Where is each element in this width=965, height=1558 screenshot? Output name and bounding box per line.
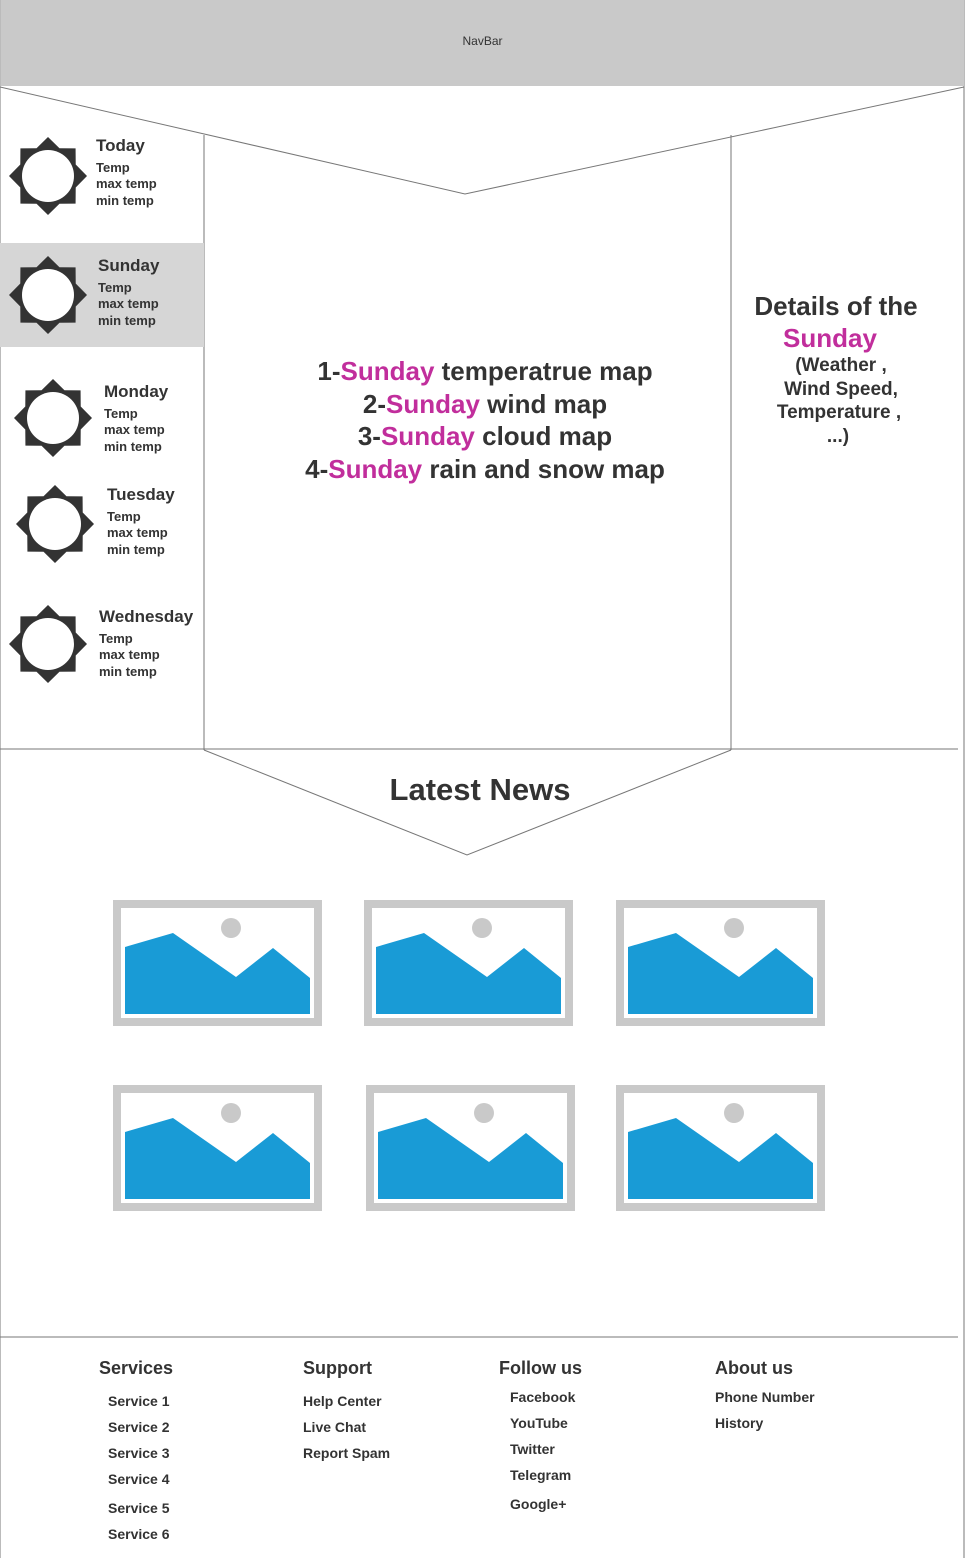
day-item-today[interactable]: Today Temp max temp min temp [0,124,204,228]
sun-icon [9,137,87,215]
news-thumbnail[interactable] [113,900,322,1026]
map-number: 3- [357,421,381,451]
image-placeholder-icon [372,908,565,1018]
footer-link[interactable]: Telegram [510,1467,572,1483]
day-min-temp: min temp [107,542,165,557]
footer-link[interactable]: Service 2 [108,1419,170,1435]
day-min-temp: min temp [96,193,154,208]
map-day: Sunday [386,388,480,419]
image-placeholder-icon [624,1093,817,1203]
footer-link[interactable]: YouTube [510,1415,568,1431]
day-max-temp: max temp [107,525,168,540]
day-name: Tuesday [107,485,175,504]
map-number: 2- [362,388,387,419]
map-label: cloud map [474,421,613,451]
details-line: ...) [826,425,850,447]
day-name: Wednesday [99,607,194,626]
footer-link[interactable]: Phone Number [715,1389,815,1405]
day-temp: Temp [104,406,138,421]
footer-link[interactable]: Service 5 [108,1500,170,1516]
day-min-temp: min temp [99,664,157,679]
sun-icon [9,256,87,334]
footer-heading: Support [303,1358,372,1378]
map-link-cloud[interactable]: 3-Sunday cloud map [240,420,730,453]
news-thumbnail[interactable] [366,1085,575,1211]
news-title: Latest News [389,772,571,807]
map-link-rain-snow[interactable]: 4-Sunday rain and snow map [240,453,730,486]
news-thumbnail[interactable] [113,1085,322,1211]
navbar-label: NavBar [462,34,503,48]
footer-link[interactable]: Google+ [510,1496,567,1512]
day-item-sunday[interactable]: Sunday Temp max temp min temp [0,243,204,347]
details-line: (Weather , [795,355,887,376]
news-thumbnail[interactable] [616,1085,825,1211]
footer-link[interactable]: Service 3 [108,1445,170,1461]
day-name: Today [96,136,145,155]
news-thumbnail[interactable] [364,900,573,1026]
sun-icon [16,485,94,563]
sun-icon [14,379,92,457]
map-day: Sunday [328,453,423,484]
footer-link[interactable]: Service 4 [108,1471,170,1487]
details-day: Sunday [783,323,877,353]
footer-link[interactable]: Facebook [510,1389,576,1405]
footer-link[interactable]: Report Spam [303,1445,391,1461]
footer-heading: About us [715,1358,793,1378]
day-name: Monday [104,382,169,401]
map-label: temperatrue map [434,356,653,386]
map-link-temperature[interactable]: 1-Sunday temperatrue map [240,355,730,388]
footer-link[interactable]: History [715,1415,764,1431]
image-placeholder-icon [374,1093,567,1203]
day-temp: Temp [98,280,132,295]
map-day: Sunday [380,421,475,451]
image-placeholder-icon [624,908,817,1018]
day-item-monday[interactable]: Monday Temp max temp min temp [0,366,204,470]
day-temp: Temp [99,631,133,646]
map-number: 4- [305,453,329,484]
details-line: Wind Speed, [784,378,898,400]
day-max-temp: max temp [99,647,160,662]
day-item-tuesday[interactable]: Tuesday Temp max temp min temp [0,472,204,576]
day-min-temp: min temp [98,313,156,328]
day-temp: Temp [96,160,130,175]
day-max-temp: max temp [96,176,157,191]
day-name: Sunday [98,256,160,275]
details-panel: Details of the Sunday (Weather , Wind Sp… [736,290,936,448]
map-label: wind map [479,388,608,419]
map-day: Sunday [340,356,435,386]
footer-heading: Follow us [499,1358,582,1378]
map-number: 1- [317,356,341,386]
day-min-temp: min temp [104,439,162,454]
sun-icon [9,605,87,683]
day-max-temp: max temp [98,296,159,311]
day-item-wednesday[interactable]: Wednesday Temp max temp min temp [0,593,204,697]
footer-link[interactable]: Twitter [510,1441,555,1457]
maps-list: 1-Sunday temperatrue map 2-Sunday wind m… [240,355,730,485]
details-title: Details of the [754,291,918,321]
details-line: Temperature , [776,402,902,423]
map-link-wind[interactable]: 2-Sunday wind map [240,388,730,421]
day-max-temp: max temp [104,422,165,437]
footer-link[interactable]: Live Chat [303,1419,367,1435]
image-placeholder-icon [121,908,314,1018]
footer-link[interactable]: Help Center [303,1393,382,1409]
day-temp: Temp [107,509,141,524]
image-placeholder-icon [121,1093,314,1203]
navbar: NavBar [1,0,964,86]
news-thumbnail[interactable] [616,900,825,1026]
footer-link[interactable]: Service 6 [108,1526,170,1542]
footer-link[interactable]: Service 1 [108,1393,170,1409]
footer-heading: Services [99,1358,174,1378]
map-label: rain and snow map [422,453,665,484]
